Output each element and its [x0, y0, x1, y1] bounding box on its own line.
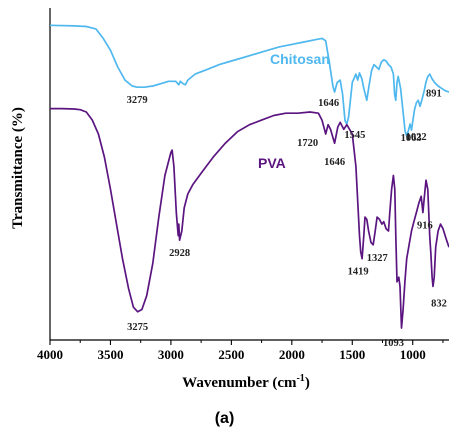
peak-label: 1646 — [324, 157, 345, 168]
panel-label: (a) — [214, 410, 235, 427]
series-label-pva: PVA — [258, 155, 286, 171]
x-tick-label: 1000 — [400, 347, 426, 362]
peak-label: 2928 — [169, 248, 190, 259]
series-line-pva — [50, 107, 449, 329]
series-line-chitosan — [49, 24, 449, 137]
x-axis-title: Wavenumber (cm-1) — [182, 373, 310, 391]
peak-label: 1545 — [344, 130, 365, 141]
peak-label: 1093 — [383, 338, 404, 349]
x-tick-label: 3000 — [158, 347, 184, 362]
peak-label: 832 — [431, 298, 447, 309]
x-tick-label: 3500 — [97, 347, 123, 362]
peak-label: 1419 — [348, 267, 369, 278]
peak-label: 3275 — [127, 322, 148, 333]
peak-label: 1646 — [318, 98, 339, 109]
peak-label: 1720 — [297, 138, 318, 149]
x-axis-ticks: 4000 3500 3000 2500 2000 1500 1000 — [37, 340, 444, 362]
x-tick-label: 2000 — [279, 347, 305, 362]
series-label-chitosan: Chitosan — [270, 51, 330, 67]
axes — [49, 8, 449, 341]
x-tick-label: 1500 — [339, 347, 365, 362]
peak-label: 916 — [417, 221, 433, 232]
peak-label: 3279 — [127, 95, 148, 106]
peak-label: 891 — [426, 88, 442, 99]
peak-label: 1063 — [401, 133, 422, 144]
peak-label: 1022 — [406, 132, 427, 143]
x-tick-label: 4000 — [37, 347, 63, 362]
x-tick-label: 2500 — [218, 347, 244, 362]
y-axis-title: Transmittance (%) — [10, 107, 26, 229]
series-lines — [49, 24, 449, 329]
peak-label: 1327 — [367, 253, 388, 264]
